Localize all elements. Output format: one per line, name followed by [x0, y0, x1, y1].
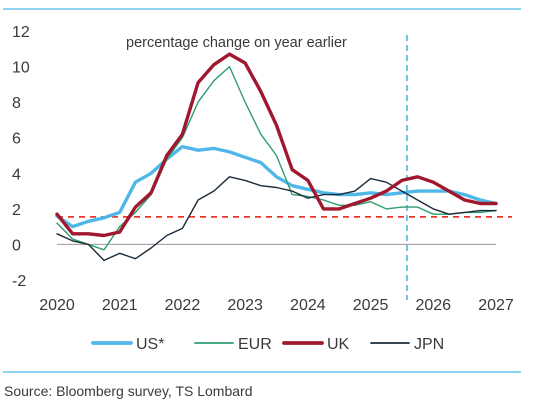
- source-note: Source: Bloomberg survey, TS Lombard: [4, 383, 253, 399]
- y-tick-label: -2: [12, 273, 26, 290]
- y-tick-label: 0: [12, 237, 21, 254]
- legend-label: JPN: [414, 336, 444, 353]
- series-lines: [55, 52, 498, 262]
- x-axis-ticks: 2020 2021 2022 2023 2024 2025 2026 2027: [39, 297, 514, 314]
- x-tick-label: 2026: [415, 297, 451, 314]
- x-tick-label: 2022: [165, 297, 201, 314]
- y-tick-label: 2: [12, 202, 21, 219]
- x-tick-label: 2021: [102, 297, 138, 314]
- y-tick-label: 12: [12, 24, 30, 41]
- x-tick-label: 2027: [478, 297, 514, 314]
- chart-annotation: percentage change on year earlier: [126, 35, 347, 51]
- legend-label: EUR: [238, 336, 272, 353]
- y-tick-label: 4: [12, 166, 21, 183]
- series-line-uk: [55, 52, 498, 238]
- x-tick-label: 2025: [353, 297, 389, 314]
- y-tick-label: 6: [12, 131, 21, 148]
- series-line-jpn: [56, 176, 497, 262]
- y-tick-label: 8: [12, 95, 21, 112]
- legend-label: UK: [327, 336, 350, 353]
- y-axis-ticks: -2 0 2 4 6 8 10 12: [12, 24, 30, 290]
- x-tick-label: 2024: [290, 297, 326, 314]
- legend: US* EUR UK JPN: [91, 336, 444, 353]
- x-tick-label: 2020: [39, 297, 75, 314]
- series-line-eur: [56, 65, 497, 251]
- annotation-backdrop: [120, 30, 392, 52]
- x-tick-label: 2023: [227, 297, 263, 314]
- legend-label: US*: [136, 336, 164, 353]
- series-line-us: [55, 144, 498, 229]
- y-tick-label: 10: [12, 60, 30, 77]
